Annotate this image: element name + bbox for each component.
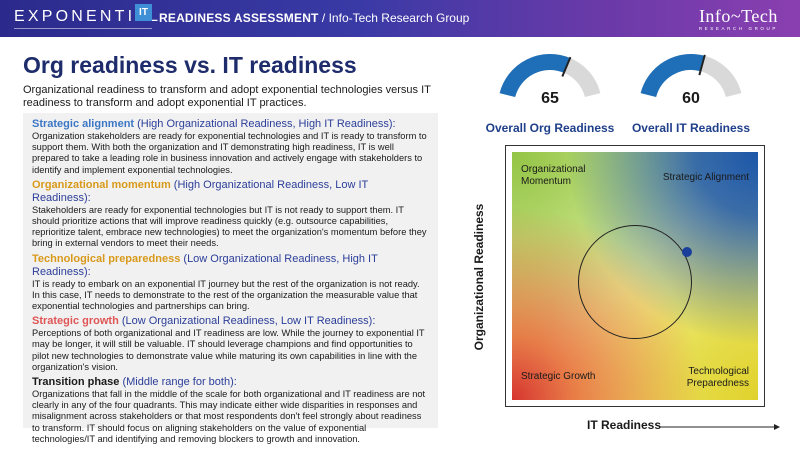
it-readiness-gauge: 60 <box>631 46 751 112</box>
quadrant-descriptions-panel: Strategic alignment (High Organizational… <box>23 113 438 444</box>
header-title-bold: READINESS ASSESSMENT <box>159 11 319 25</box>
gauge-fill <box>640 54 705 98</box>
section-organizational-momentum: Organizational momentum (High Organizati… <box>32 179 429 250</box>
y-axis-label: Organizational Readiness <box>472 203 486 351</box>
section-body: Organization stakeholders are ready for … <box>32 131 427 175</box>
y-axis-arrow <box>481 233 482 258</box>
section-heading: Organizational momentum (High Organizati… <box>32 179 429 205</box>
section-heading: Transition phase (Middle range for both)… <box>32 376 429 389</box>
section-body: Stakeholders are ready for exponential t… <box>32 204 427 249</box>
section-heading-name: Strategic alignment <box>32 118 135 130</box>
gauge-value: 65 <box>541 90 559 107</box>
info-tech-logo: Info~Tech RESEARCH GROUP <box>699 6 778 31</box>
quadrant-label-top-left: Organizational Momentum <box>521 164 585 187</box>
quadrant-gradient: Organizational Momentum Strategic Alignme… <box>512 152 758 400</box>
section-heading: Strategic growth (Low Organizational Rea… <box>32 315 429 328</box>
section-body: IT is ready to embark on an exponential … <box>32 278 420 312</box>
gauge-label-it: Overall IT Readiness <box>631 121 751 135</box>
quadrant-label-bottom-right: Technological Preparedness <box>687 366 749 389</box>
readiness-point-marker <box>681 246 692 257</box>
header-title: READINESS ASSESSMENT / Info-Tech Researc… <box>159 11 469 25</box>
section-heading-name: Organizational momentum <box>32 178 171 191</box>
gauge-arc <box>499 54 601 98</box>
page-title: Org readiness vs. IT readiness <box>23 52 357 78</box>
transition-phase-circle <box>578 225 692 339</box>
section-body: Organizations that fall in the middle of… <box>32 389 426 444</box>
section-heading-name: Transition phase <box>32 376 120 389</box>
quadrant-label-bottom-left: Strategic Growth <box>521 370 596 382</box>
quadrant-label-line: Organizational <box>521 164 586 175</box>
gauge-value: 60 <box>682 90 700 107</box>
gauge-needle <box>698 54 706 76</box>
section-heading-paren: (Middle range for both): <box>119 376 237 389</box>
logo-sub-text: RESEARCH GROUP <box>698 26 778 31</box>
section-heading: Technological preparedness (Low Organiza… <box>32 253 429 279</box>
org-readiness-gauge: 65 <box>490 46 610 112</box>
section-heading: Strategic alignment (High Organizational… <box>32 118 429 131</box>
quadrant-label-line: Momentum <box>521 175 572 187</box>
page-subtitle: Organizational readiness to transform an… <box>23 84 431 109</box>
section-heading-paren: (High Organizational Readiness, Low IT R… <box>32 178 369 204</box>
gauge-fill <box>499 54 571 98</box>
gauge-label-org: Overall Org Readiness <box>485 121 615 135</box>
section-heading-paren: (Low Organizational Readiness, Low IT Re… <box>118 315 376 328</box>
x-axis-label: IT Readiness <box>587 418 662 432</box>
section-strategic-growth: Strategic growth (Low Organizational Rea… <box>32 315 429 373</box>
quadrant-label-top-right: Strategic Alignment <box>662 172 749 183</box>
section-heading-name: Strategic growth <box>32 315 119 328</box>
section-heading-paren: (High Organizational Readiness, High IT … <box>134 118 396 130</box>
section-body: Perceptions of both organizational and I… <box>32 328 425 372</box>
section-strategic-alignment: Strategic alignment (High Organizational… <box>32 118 429 176</box>
gauge-arc <box>640 54 742 98</box>
section-transition-phase: Transition phase (Middle range for both)… <box>32 376 429 445</box>
section-technological-preparedness: Technological preparedness (Low Organiza… <box>32 253 429 313</box>
gauge-needle <box>561 56 572 77</box>
header-title-rest: / Info-Tech Research Group <box>318 11 470 25</box>
brand-underline <box>14 28 152 29</box>
brand-it-box: IT <box>135 4 152 21</box>
section-heading-name: Technological preparedness <box>32 252 181 265</box>
quadrant-label-line: Preparedness <box>686 377 749 389</box>
brand-name: EXPONENTIAL <box>14 8 162 25</box>
logo-main-text: Info~Tech <box>698 6 778 26</box>
quadrant-chart: Organizational Momentum Strategic Alignme… <box>505 145 765 407</box>
x-axis-arrow <box>660 424 780 430</box>
header-bar: EXPONENTIAL IT READINESS ASSESSMENT / In… <box>0 0 800 37</box>
quadrant-label-line: Technological <box>688 366 749 377</box>
section-heading-paren: (Low Organizational Readiness, High IT R… <box>32 252 378 278</box>
